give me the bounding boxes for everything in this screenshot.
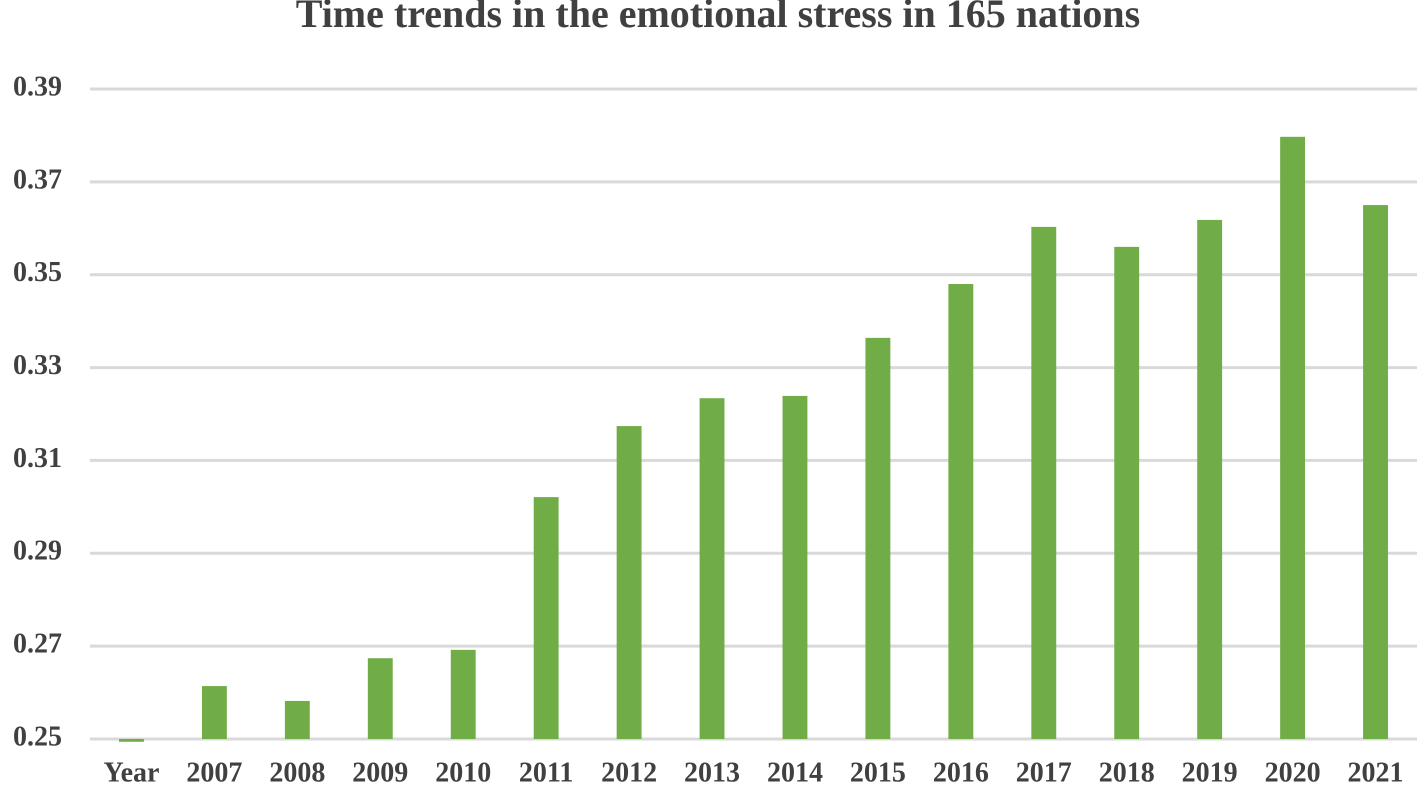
y-tick-label: 0.39 xyxy=(13,71,62,102)
x-tick-label: 2015 xyxy=(850,757,906,787)
y-tick-label: 0.27 xyxy=(13,629,62,660)
x-tick-label: 2021 xyxy=(1348,757,1404,787)
x-tick-label: 2014 xyxy=(767,757,823,787)
bar xyxy=(1197,219,1223,739)
bar xyxy=(367,658,393,739)
x-tick-label: 2011 xyxy=(519,757,573,787)
bar xyxy=(1114,246,1140,739)
bar xyxy=(533,497,559,739)
bar xyxy=(1363,205,1388,740)
x-tick-label: Year xyxy=(103,757,159,787)
bar xyxy=(616,426,642,739)
x-tick-label: 2017 xyxy=(1016,757,1072,787)
bar xyxy=(865,337,891,739)
x-tick-label: 2007 xyxy=(186,757,242,787)
x-tick-label: 2016 xyxy=(933,757,989,787)
x-tick-label: 2020 xyxy=(1265,757,1321,787)
bar xyxy=(450,649,476,739)
x-tick-label: 2012 xyxy=(601,757,657,787)
y-tick-label: 0.33 xyxy=(13,350,62,381)
bar xyxy=(284,700,310,739)
x-tick-label: 2010 xyxy=(435,757,491,787)
x-tick-label: 2019 xyxy=(1182,757,1238,787)
x-tick-label: 2013 xyxy=(684,757,740,787)
bar xyxy=(782,395,808,739)
y-tick-label: 0.31 xyxy=(13,443,62,474)
bar xyxy=(948,284,974,739)
y-tick-label: 0.35 xyxy=(13,257,62,288)
bar xyxy=(1031,226,1057,740)
x-tick-label: 2008 xyxy=(269,757,325,787)
bar xyxy=(119,739,144,742)
bar xyxy=(1280,136,1306,740)
y-tick-label: 0.37 xyxy=(13,164,62,195)
bar xyxy=(201,686,227,739)
y-tick-label: 0.29 xyxy=(13,536,62,567)
y-tick-label: 0.25 xyxy=(13,721,62,752)
bar xyxy=(699,398,725,739)
x-tick-label: 2018 xyxy=(1099,757,1155,787)
x-tick-label: 2009 xyxy=(352,757,408,787)
chart-title: Time trends in the emotional stress in 1… xyxy=(296,0,1141,36)
